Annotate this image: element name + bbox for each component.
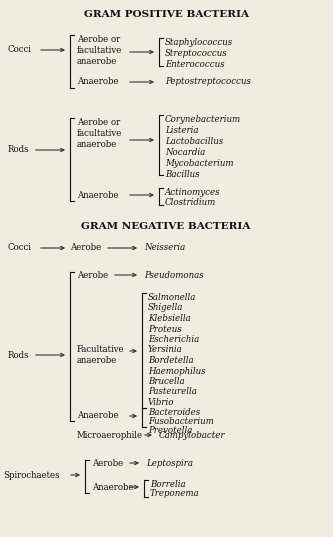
Text: Leptospira: Leptospira — [146, 459, 193, 468]
Text: Treponema: Treponema — [150, 489, 199, 498]
Text: Listeria: Listeria — [165, 126, 198, 135]
Text: Clostridium: Clostridium — [165, 198, 216, 207]
Text: Pseudomonas: Pseudomonas — [144, 271, 203, 279]
Text: Aerobe or: Aerobe or — [77, 118, 120, 127]
Text: Bacillus: Bacillus — [165, 170, 199, 179]
Text: Streptococcus: Streptococcus — [165, 49, 228, 58]
Text: facultative: facultative — [77, 46, 122, 55]
Text: Fusobacterium: Fusobacterium — [148, 417, 214, 426]
Text: Rods: Rods — [8, 351, 30, 359]
Text: Mycobacterium: Mycobacterium — [165, 159, 233, 168]
Text: Enterococcus: Enterococcus — [165, 60, 224, 69]
Text: Salmonella: Salmonella — [148, 293, 196, 302]
Text: Lactobacillus: Lactobacillus — [165, 137, 223, 146]
Text: Anaerobe: Anaerobe — [77, 191, 119, 200]
Text: Bordetella: Bordetella — [148, 356, 193, 365]
Text: Actinomyces: Actinomyces — [165, 188, 220, 197]
Text: anaerobe: anaerobe — [77, 140, 117, 149]
Text: Pasteurella: Pasteurella — [148, 388, 197, 396]
Text: Haemophilus: Haemophilus — [148, 366, 205, 375]
Text: Yersinia: Yersinia — [148, 345, 183, 354]
Text: Peptostreptococcus: Peptostreptococcus — [165, 77, 251, 86]
Text: Borrelia: Borrelia — [150, 480, 185, 489]
Text: anaerobe: anaerobe — [77, 57, 117, 66]
Text: Campylobacter: Campylobacter — [159, 431, 225, 439]
Text: Anaerobe: Anaerobe — [77, 77, 119, 86]
Text: Klebsiella: Klebsiella — [148, 314, 191, 323]
Text: facultative: facultative — [77, 129, 122, 138]
Text: Cocci: Cocci — [8, 243, 32, 252]
Text: Aerobe: Aerobe — [70, 243, 101, 252]
Text: Corynebacterium: Corynebacterium — [165, 115, 241, 124]
Text: GRAM POSITIVE BACTERIA: GRAM POSITIVE BACTERIA — [84, 10, 248, 19]
Text: GRAM NEGATIVE BACTERIA: GRAM NEGATIVE BACTERIA — [81, 222, 251, 231]
Text: Facultative: Facultative — [77, 345, 125, 354]
Text: Rods: Rods — [8, 146, 30, 155]
Text: Anaerobe: Anaerobe — [92, 483, 134, 491]
Text: Anaerobe: Anaerobe — [77, 411, 119, 420]
Text: Nocardia: Nocardia — [165, 148, 205, 157]
Text: Shigella: Shigella — [148, 303, 183, 313]
Text: Microaerophile: Microaerophile — [77, 431, 143, 439]
Text: Aerobe: Aerobe — [77, 271, 108, 279]
Text: Bacteroides: Bacteroides — [148, 408, 200, 417]
Text: Brucella: Brucella — [148, 377, 184, 386]
Text: Aerobe: Aerobe — [92, 459, 123, 468]
Text: Neisseria: Neisseria — [144, 243, 185, 252]
Text: anaerobe: anaerobe — [77, 356, 117, 365]
Text: Proteus: Proteus — [148, 324, 181, 333]
Text: Vibrio: Vibrio — [148, 398, 174, 407]
Text: Escherichia: Escherichia — [148, 335, 199, 344]
Text: Prevotella: Prevotella — [148, 426, 192, 435]
Text: Cocci: Cocci — [8, 46, 32, 54]
Text: Staphylococcus: Staphylococcus — [165, 38, 233, 47]
Text: Spirochaetes: Spirochaetes — [3, 470, 60, 480]
Text: Aerobe or: Aerobe or — [77, 35, 120, 44]
